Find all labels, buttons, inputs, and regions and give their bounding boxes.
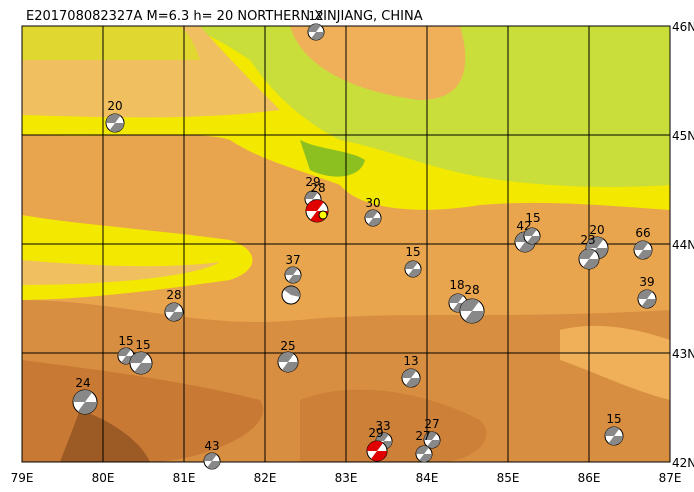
beachball-quadrant [416,446,432,462]
beachball-quadrant [586,237,608,259]
beachball-quadrant [278,352,298,372]
lon-label: 80E [92,471,115,485]
beachball-quadrant [73,389,97,415]
depth-label: 15 [118,334,133,348]
depth-label: 28 [464,283,479,297]
lon-label: 86E [578,471,601,485]
depth-label: 27 [424,417,439,431]
depth-label: 29 [368,426,383,440]
depth-label: 20 [107,99,122,113]
depth-label: 24 [75,376,90,390]
lon-label: 79E [11,471,34,485]
depth-label: 15 [405,245,420,259]
beachball-quadrant [460,299,484,324]
depth-label: 37 [285,253,300,267]
beachball-quadrant [204,453,220,469]
title: E201708082327A M=6.3 h= 20 NORTHERN XINJ… [26,9,423,24]
beachball-quadrant [524,228,540,244]
beachball-quadrant [515,231,535,252]
lon-label: 85E [497,471,520,485]
depth-label: 43 [204,439,219,453]
lon-label: 83E [335,471,358,485]
depth-label: 20 [589,223,604,237]
depth-label: 23 [580,233,595,247]
lat-label: 42N [672,456,694,470]
depth-label: 28 [310,181,325,195]
depth-label: 18 [449,278,464,292]
lat-label: 43N [672,347,694,361]
epicenter-dot [318,210,328,220]
beachball-quadrant [424,432,440,448]
beachball-quadrant [634,240,652,259]
lon-label: 82E [254,471,277,485]
depth-label: 12 [308,9,323,23]
depth-label: 15 [606,412,621,426]
lat-label: 44N [672,238,694,252]
depth-label: 27 [415,429,430,443]
beachball-quadrant [308,24,324,40]
depth-label: 15 [525,211,540,225]
lon-label: 87E [659,471,682,485]
beachball-quadrant [285,267,301,283]
depth-label: 39 [639,275,654,289]
beachball-quadrant [106,114,124,132]
beachball-quadrant [579,249,599,270]
depth-label: 66 [635,226,650,240]
lat-label: 46N [672,20,694,34]
beachball-quadrant [130,352,152,374]
extra-mechanism-quadrant [284,286,301,297]
beachball-quadrant [367,441,387,461]
beachball-quadrant [638,290,656,309]
beachball-quadrant [365,210,381,226]
depth-label: 30 [365,196,380,210]
depth-label: 13 [403,354,418,368]
depth-label: 15 [135,338,150,352]
lat-label: 45N [672,129,694,143]
beachball-quadrant [165,302,183,321]
depth-label: 33 [375,419,390,433]
beachball-quadrant [605,426,623,445]
depth-label: 25 [280,339,295,353]
lon-label: 84E [416,471,439,485]
beachball-quadrant [405,261,421,277]
beachball-quadrant [402,368,420,388]
beachball-quadrant [376,433,392,449]
depth-label: 29 [305,175,320,189]
lon-label: 81E [173,471,196,485]
depth-label: 28 [166,288,181,302]
